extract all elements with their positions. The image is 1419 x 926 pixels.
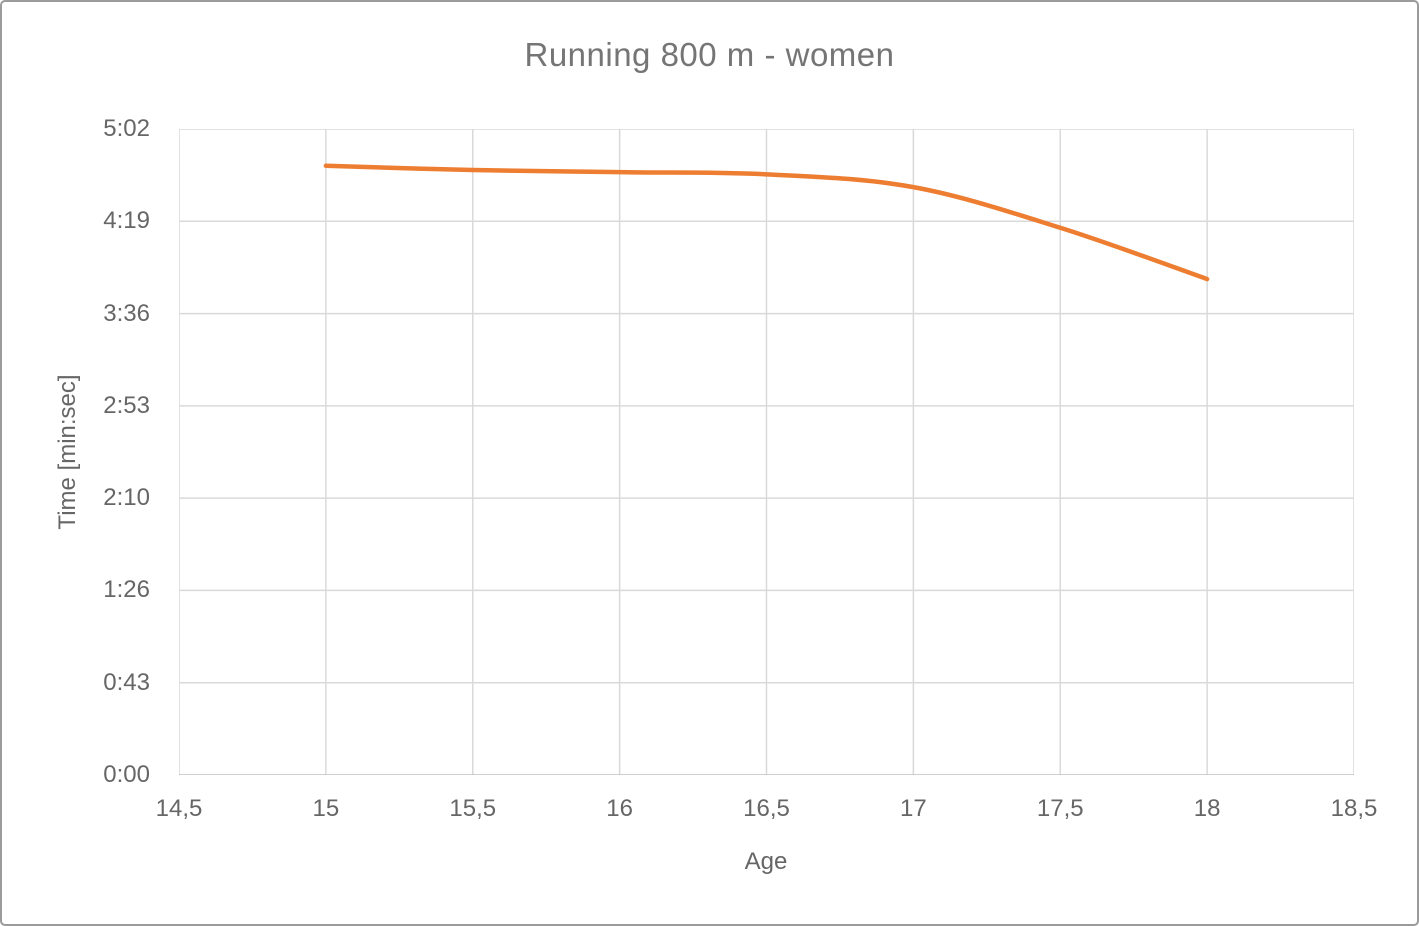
y-tick-label: 2:53 xyxy=(103,391,150,419)
y-tick-label: 1:26 xyxy=(103,576,150,604)
x-tick-label: 18,5 xyxy=(1330,795,1378,822)
y-tick-label: 4:19 xyxy=(103,207,150,235)
chart-title: Running 800 m - women xyxy=(524,36,895,73)
x-tick-label: 15 xyxy=(312,795,340,822)
x-tick-label: 15,5 xyxy=(449,795,497,822)
series-line xyxy=(323,163,1210,282)
x-tick-label: 18 xyxy=(1193,795,1221,822)
x-tick-label: 17,5 xyxy=(1036,795,1084,822)
x-tick-label: 17 xyxy=(900,795,927,822)
y-axis-title: Time [min:sec] xyxy=(54,374,81,530)
y-tick-label: 2:10 xyxy=(103,484,150,512)
y-tick-label: 0:43 xyxy=(103,668,150,696)
x-tick-label: 14,5 xyxy=(155,795,203,822)
x-axis-title: Age xyxy=(744,848,788,875)
x-tick-label: 16,5 xyxy=(743,795,790,822)
y-tick-label: 0:00 xyxy=(103,761,150,788)
x-tick-label: 16 xyxy=(606,795,633,822)
y-tick-label: 5:02 xyxy=(103,115,150,142)
y-tick-label: 3:36 xyxy=(103,299,150,327)
plot-area xyxy=(179,129,1354,775)
